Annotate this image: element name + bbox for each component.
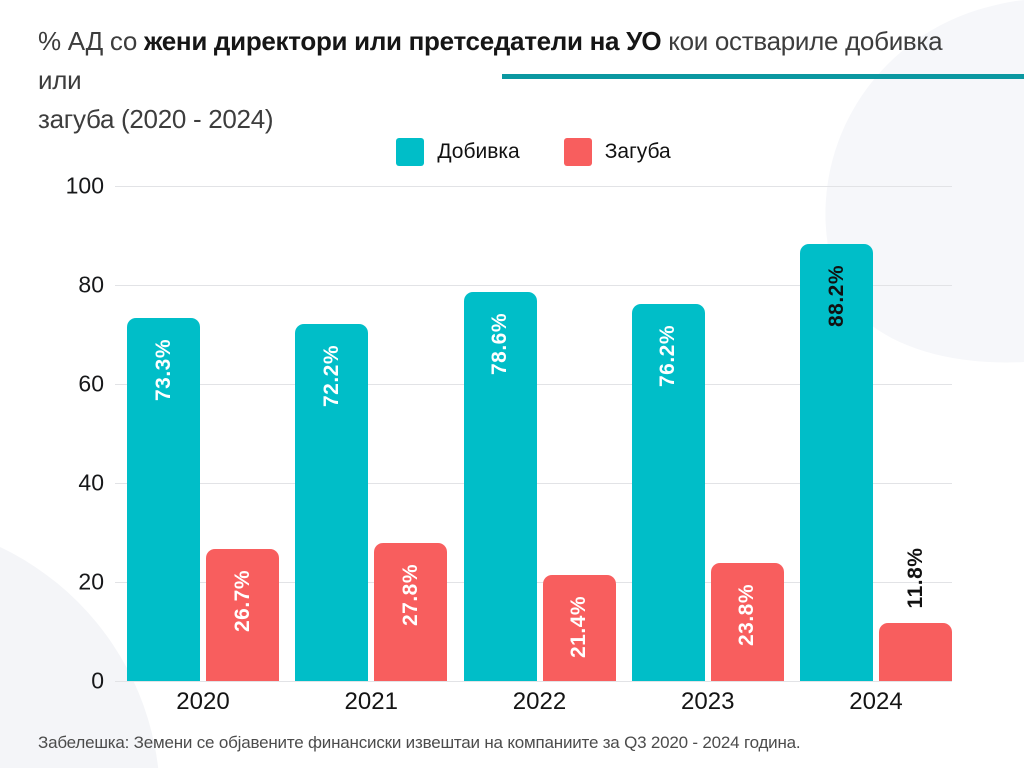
bar-value-label-Добивка-2023: 76.2% xyxy=(656,324,680,387)
bar-value-label-Загуба-2020: 26.7% xyxy=(230,569,254,632)
bar-Загуба-2022: 21.4% xyxy=(542,575,616,681)
bar-Добивка-2022: 78.6% xyxy=(463,291,537,681)
bar-Загуба-2021: 27.8% xyxy=(374,543,448,681)
footnote: Забелешка: Земени се објавените финансис… xyxy=(38,733,801,752)
legend-swatch-2 xyxy=(563,138,592,166)
bar-value-label-Добивка-2020: 73.3% xyxy=(151,339,175,402)
bar-Загуба-2023: 23.8% xyxy=(710,563,784,681)
y-tick-label-0: 0 xyxy=(91,667,104,694)
y-tick-label-20: 20 xyxy=(78,568,104,595)
y-axis-labels: 0 20 40 60 80 100 xyxy=(20,173,104,694)
legend: Добивка Загуба xyxy=(115,138,952,166)
bar-Загуба-2020: 26.7% xyxy=(206,548,279,681)
bar-value-label-Добивка-2024: 88.2% xyxy=(824,265,848,328)
bar-value-label-Добивка-2022: 78.6% xyxy=(488,312,511,375)
bar-groups: 73.3% 26.7% 2020 72.2% 27.8% 2021 78.6% 21.4% 20… xyxy=(115,186,952,715)
legend-label-1: Добивка xyxy=(437,140,520,163)
legend-item-2: Загуба xyxy=(563,138,671,166)
legend-label-2: Загуба xyxy=(604,140,671,163)
bar-group-2023: 76.2% 23.8% 2023 xyxy=(631,186,784,715)
x-tick-label-2024: 2024 xyxy=(849,688,903,715)
title-prefix: % АД со xyxy=(38,26,144,56)
bar-group-2021: 72.2% 27.8% 2021 xyxy=(295,186,448,715)
bar-value-label-Загуба-2022: 21.4% xyxy=(567,596,590,659)
gridline-80 xyxy=(115,285,952,286)
bar-value-label-Добивка-2021: 72.2% xyxy=(319,344,343,407)
y-tick-label-100: 100 xyxy=(65,172,104,199)
bar-chart-plot-area: 73.3% 26.7% 2020 72.2% 27.8% 2021 78.6% 21.4% 20… xyxy=(115,186,952,715)
x-tick-label-2021: 2021 xyxy=(344,688,398,715)
bar-Добивка-2020: 73.3% xyxy=(127,318,200,681)
bar-value-label-Загуба-2024: 11.8% xyxy=(903,547,927,609)
gridline-100 xyxy=(115,186,952,187)
bar-group-2020: 73.3% 26.7% 2020 xyxy=(127,186,279,715)
legend-swatch-1 xyxy=(396,138,425,166)
legend-item-1: Добивка xyxy=(396,138,520,166)
bar-group-2024: 88.2% 11.8% 2024 xyxy=(800,186,952,715)
bar-value-label-Загуба-2023: 23.8% xyxy=(735,584,759,647)
bar-Добивка-2024: 88.2% xyxy=(800,244,873,681)
title-suffix-line1: кои оствариле добивка или xyxy=(38,26,943,95)
x-tick-label-2022: 2022 xyxy=(512,688,567,715)
title-bold-segment: жени директори или претседатели на УО xyxy=(143,26,662,56)
bar-Загуба-2024: 11.8% xyxy=(879,547,952,681)
bar-Добивка-2021: 72.2% xyxy=(295,323,369,681)
y-tick-label-40: 40 xyxy=(78,469,104,496)
x-tick-label-2023: 2023 xyxy=(681,688,735,715)
x-tick-label-2020: 2020 xyxy=(176,688,230,715)
gridline-0 xyxy=(115,681,952,682)
title-underline xyxy=(502,74,1024,79)
title-line2: загуба (2020 - 2024) xyxy=(38,104,274,134)
bar-value-label-Загуба-2021: 27.8% xyxy=(398,564,422,627)
y-tick-label-60: 60 xyxy=(78,370,104,397)
bar-group-2022: 78.6% 21.4% 2022 xyxy=(463,186,616,715)
y-tick-label-80: 80 xyxy=(78,271,104,298)
page-title: % АД со жени директори или претседатели … xyxy=(38,22,988,139)
bar-Добивка-2023: 76.2% xyxy=(631,303,705,681)
